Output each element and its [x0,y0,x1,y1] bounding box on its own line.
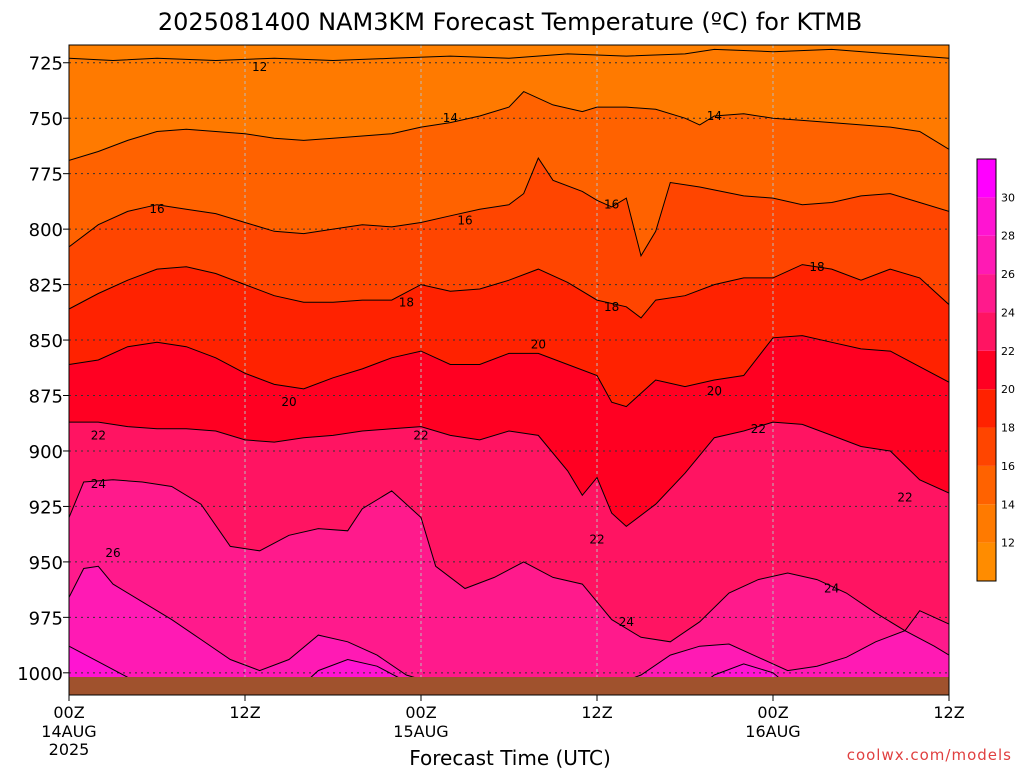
contour-label: 20 [707,384,722,398]
y-tick-label: 800 [29,220,63,241]
colorbar-label: 12 [1001,537,1015,550]
contour-label: 12 [252,60,267,74]
x-tick-label: 00Z [757,703,788,722]
y-tick-label: 775 [29,165,63,186]
colorbar-swatch [977,504,996,543]
contour-label: 16 [457,213,472,227]
y-axis: 725 750 775 800 825 850 875 900 925 950 975 1000 [17,54,69,685]
x-date-label: 15AUG [393,722,448,741]
contour-label: 18 [604,300,619,314]
contour-label: 22 [589,533,604,547]
y-tick-label: 750 [29,109,63,130]
contour-24 [69,479,949,643]
colorbar-swatch [977,389,996,428]
colorbar-swatch [977,159,996,198]
contour-label: 14 [443,111,458,125]
ground-layer [69,677,949,695]
colorbar-label: 20 [1001,383,1015,396]
grid-lines [69,45,949,695]
colorbar-legend: 12 14 16 18 20 22 24 26 28 30 [976,158,1015,582]
colorbar-label: 18 [1001,422,1015,435]
contour-label: 22 [897,491,912,505]
plot-area: 12 14 14 16 16 16 18 18 18 20 20 20 22 22 22 22 22 24 24 24… [69,45,949,695]
x-tick-label: 12Z [933,703,964,722]
colorbar-swatch [977,350,996,390]
contour-12 [69,48,949,62]
watermark: coolwx.com/models [847,746,1012,764]
contour-label: 18 [809,260,824,274]
contour-18 [69,264,949,319]
contour-22 [69,421,949,528]
contour-16 [69,157,949,258]
colorbar-swatch [977,542,996,581]
colorbar-swatch [977,427,996,466]
contour-label: 24 [824,582,839,596]
band-24c [69,479,949,695]
contour-14 [69,90,949,161]
contour-20 [69,335,949,408]
x-year-label: 2025 [49,740,90,759]
temperature-bands [69,49,949,695]
colorbar-label: 22 [1001,345,1015,358]
contour-label: 26 [105,546,120,560]
colorbar-swatch [977,465,996,505]
colorbar-label: 26 [1001,268,1015,281]
contour-label: 20 [531,337,546,351]
contour-labels: 12 14 14 16 16 16 18 18 18 20 20 20 22 22 22 22 22 24 24 24… [91,60,913,629]
x-date-label: 16AUG [745,722,800,741]
colorbar-swatch [977,235,996,275]
colorbar-swatch [977,274,996,313]
colorbar-swatch [977,312,996,351]
x-tick-label: 00Z [53,703,84,722]
colorbar-frame [976,158,997,582]
colorbar-label: 24 [1001,306,1015,319]
contour-label: 22 [751,422,766,436]
colorbar-label: 16 [1001,460,1015,473]
colorbar-label: 28 [1001,230,1015,243]
contour-label: 16 [149,202,164,216]
contour-label: 20 [281,395,296,409]
colorbar-label: 14 [1001,498,1015,511]
contour-label: 24 [619,615,634,629]
y-tick-label: 900 [29,442,63,463]
y-tick-label: 925 [29,497,63,518]
x-tick-label: 12Z [581,703,612,722]
x-axis-title: Forecast Time (UTC) [409,746,611,768]
band-26c [69,566,949,695]
contour-label: 22 [91,428,106,442]
x-tick-label: 12Z [229,703,260,722]
contour-label: 22 [413,428,428,442]
y-tick-label: 950 [29,553,63,574]
y-tick-label: 1000 [17,664,63,685]
x-tick-label: 00Z [405,703,436,722]
contour-label: 24 [91,477,106,491]
colorbar-label: 30 [1001,191,1015,204]
x-date-label: 14AUG [41,722,96,741]
y-tick-label: 725 [29,54,63,75]
contour-label: 16 [604,198,619,212]
colorbar-swatch [977,197,996,236]
y-tick-label: 850 [29,331,63,352]
contour-label: 18 [399,295,414,309]
y-tick-label: 975 [29,608,63,629]
y-tick-label: 825 [29,276,63,297]
chart-title: 2025081400 NAM3KM Forecast Temperature (… [158,8,862,36]
plot-frame [68,44,950,696]
contour-label: 14 [707,109,722,123]
y-tick-label: 875 [29,387,63,408]
